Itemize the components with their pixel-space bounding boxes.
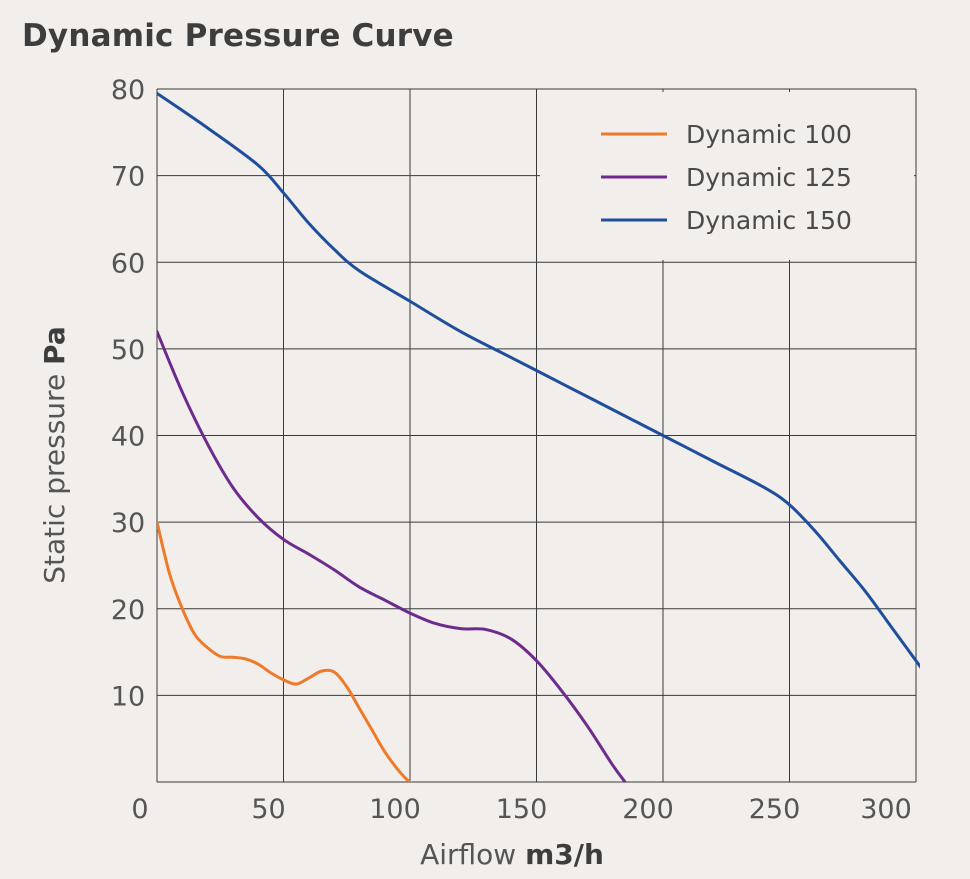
grid [156,88,917,783]
x-tick-label: 300 [860,794,912,825]
ticks: 10 20 30 40 50 60 70 80 0 50 100 150 200 250 300 [111,75,912,825]
legend-label: Dynamic 150 [686,206,852,235]
x-tick-label: 200 [622,794,674,825]
x-axis-label: Airflow m3/h [420,838,604,871]
series-line-dynamic-150 [157,91,920,669]
y-axis-label: Static pressure Pa [38,326,71,583]
y-tick-label: 40 [111,422,145,453]
x-tick-label: 50 [251,794,285,825]
legend: Dynamic 100 Dynamic 125 Dynamic 150 [601,120,852,235]
x-axis-label-text: Airflow [420,838,525,871]
chart-title: Dynamic Pressure Curve [22,18,454,54]
series-line-dynamic-125 [157,330,627,782]
y-tick-label: 80 [111,75,145,106]
x-tick-label: 250 [749,794,801,825]
series [157,91,920,782]
series-line-dynamic-100 [157,520,412,782]
y-tick-label: 30 [111,508,145,539]
x-axis-unit: m3/h [525,838,604,871]
x-tick-label: 100 [369,794,421,825]
x-tick-label: 0 [131,794,148,825]
legend-label: Dynamic 125 [686,163,852,192]
y-tick-label: 60 [111,248,145,279]
y-tick-label: 70 [111,162,145,193]
y-tick-label: 20 [111,595,145,626]
x-tick-label: 150 [496,794,548,825]
y-tick-label: 50 [111,335,145,366]
y-tick-label: 10 [111,681,145,712]
y-axis-unit: Pa [38,326,71,365]
y-axis-label-text: Static pressure [38,365,71,584]
legend-label: Dynamic 100 [686,120,852,149]
